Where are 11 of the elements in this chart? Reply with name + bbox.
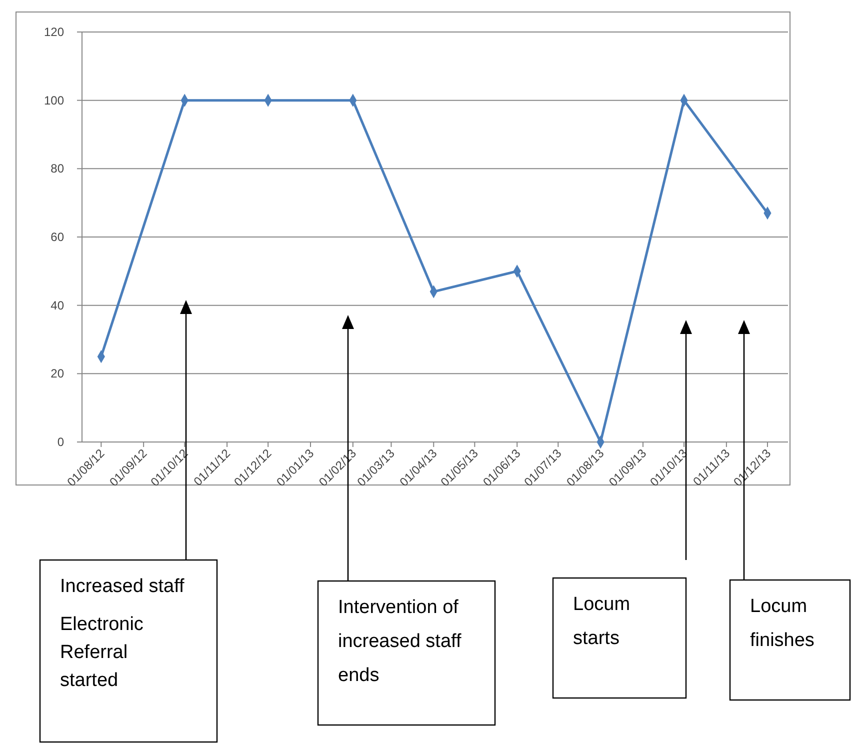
text: Intervention of increased staff ends xyxy=(338,597,462,686)
y-tick-label: 0 xyxy=(57,435,64,449)
y-tick-label: 20 xyxy=(50,366,64,381)
y-tick-label: 120 xyxy=(44,25,64,39)
text: Increased staff Electronic Referral started xyxy=(60,576,185,691)
y-tick-label: 100 xyxy=(44,93,64,108)
y-tick-label: 80 xyxy=(50,162,64,176)
y-tick-label: 40 xyxy=(50,298,64,312)
text: Locum finishes xyxy=(750,596,814,651)
y-tick-label: 60 xyxy=(50,230,64,244)
text: Locum starts xyxy=(573,594,630,649)
